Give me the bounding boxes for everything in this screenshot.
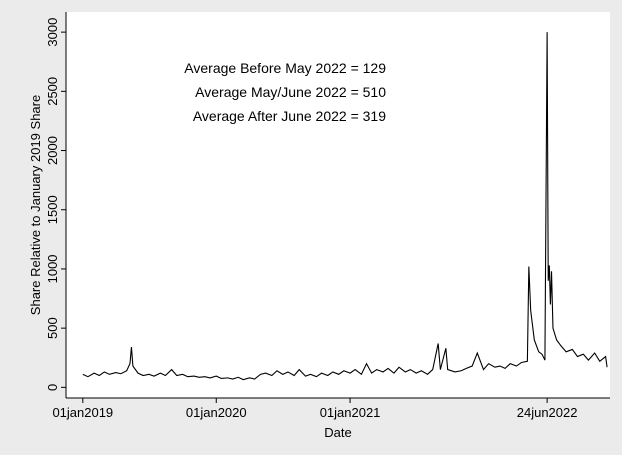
annotation: Average Before May 2022 = 129 [184,60,386,76]
y-tick-label: 1500 [45,195,60,224]
series-line [82,32,608,381]
x-axis-title: Date [324,425,351,440]
y-tick-label: 1000 [45,254,60,283]
x-tick-label: 01jan2019 [52,405,113,420]
y-tick-label: 500 [45,317,60,339]
y-axis-title: Share Relative to January 2019 Share [28,95,43,315]
annotation: Average May/June 2022 = 510 [195,84,386,100]
plot-area [66,12,610,398]
x-tick-label: 01jan2021 [320,405,381,420]
y-tick-label: 2500 [45,77,60,106]
y-tick-label: 2000 [45,136,60,165]
x-tick-label: 24jun2022 [517,405,578,420]
y-tick-label: 3000 [45,18,60,47]
annotation: Average After June 2022 = 319 [193,108,386,124]
x-tick-label: 01jan2020 [186,405,247,420]
y-tick-label: 0 [45,384,60,391]
